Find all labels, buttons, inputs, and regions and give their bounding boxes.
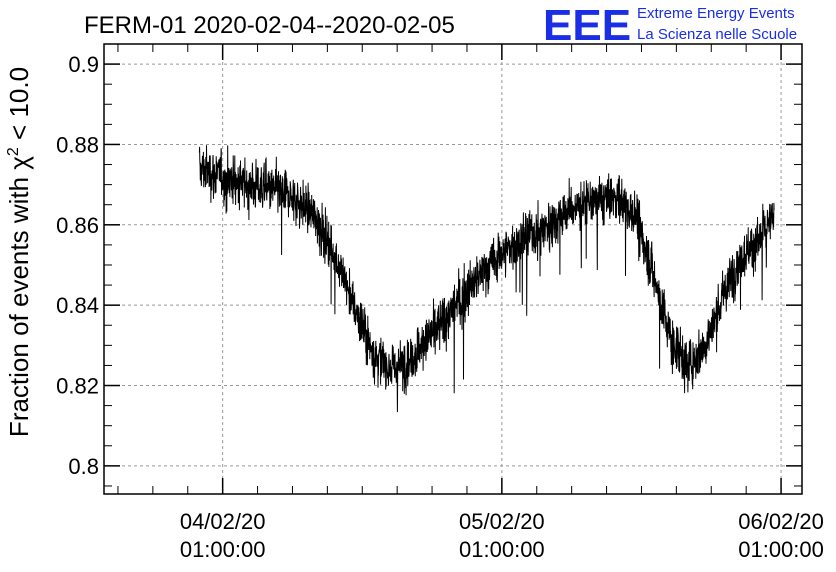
- x-tick-label-date: 05/02/20: [459, 509, 545, 534]
- chart-title-text: FERM-01 2020-02-04--2020-02-05: [84, 12, 455, 39]
- y-tick-label: 0.82: [56, 374, 99, 399]
- y-tick-label: 0.8: [68, 454, 99, 479]
- eee-logo: EEE Extreme Energy Events La Scienza nel…: [543, 1, 797, 50]
- logo-line-1: Extreme Energy Events: [637, 5, 795, 22]
- chart-title: FERM-01 2020-02-04--2020-02-05: [84, 12, 455, 39]
- y-axis-label-text: Fraction of events with χ2 < 10.0: [4, 67, 34, 437]
- x-tick-label-time: 01:00:00: [180, 537, 266, 562]
- plot-frame: [103, 43, 803, 495]
- data-series: [198, 145, 775, 413]
- y-tick-label: 0.86: [56, 213, 99, 238]
- y-label-symbol: χ: [4, 156, 34, 170]
- axis-ticks: [104, 44, 802, 494]
- series-line: [198, 145, 775, 413]
- y-label-prefix: Fraction of events with: [4, 170, 34, 437]
- x-tick-label-time: 01:00:00: [459, 537, 545, 562]
- x-tick-label-time: 01:00:00: [738, 537, 824, 562]
- logo-mark: EEE: [543, 1, 631, 50]
- y-tick-label: 0.9: [68, 52, 99, 77]
- x-tick-label-date: 04/02/20: [180, 509, 266, 534]
- logo-line-2: La Scienza nelle Scuole: [637, 26, 797, 43]
- y-tick-label: 0.84: [56, 293, 99, 318]
- y-label-suffix: < 10.0: [4, 67, 34, 147]
- y-label-superscript: 2: [5, 147, 22, 156]
- tick-labels: 0.8 0.82 0.84 0.86 0.88 0.9 04/02/20 01:00:00 05…: [56, 52, 824, 562]
- x-tick-label-date: 06/02/20: [738, 509, 824, 534]
- y-tick-label: 0.88: [56, 132, 99, 157]
- grid: [104, 44, 802, 494]
- y-axis-label: Fraction of events with χ2 < 10.0: [4, 67, 34, 437]
